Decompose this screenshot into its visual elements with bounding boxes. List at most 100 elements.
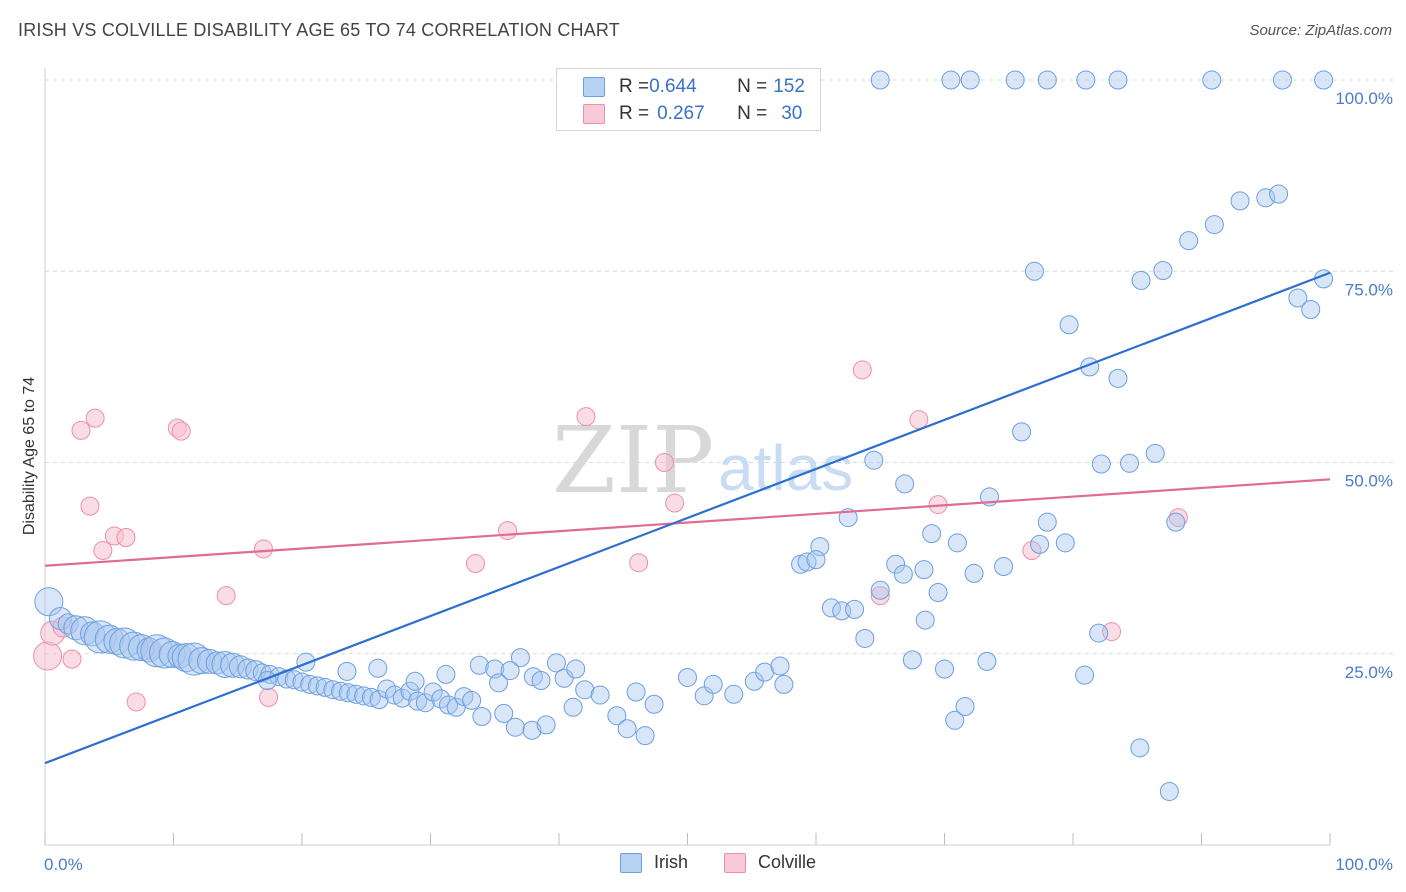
irish-point: [893, 564, 913, 584]
irish-point: [945, 710, 965, 730]
colville-point: [116, 527, 136, 547]
irish-point: [536, 715, 556, 735]
irish-point: [1153, 260, 1173, 280]
irish-point: [337, 661, 357, 681]
irish-point: [964, 563, 984, 583]
colville-point: [85, 408, 105, 428]
irish-point: [369, 690, 389, 710]
grid-lines: [45, 79, 1395, 655]
colville-point: [654, 453, 674, 472]
irish-point: [292, 672, 312, 692]
legend-r-value: 0.267: [657, 103, 705, 124]
irish-point: [284, 670, 304, 690]
watermark-atlas: atlas: [718, 432, 853, 504]
irish-point: [354, 686, 374, 706]
irish-point: [1037, 70, 1057, 90]
irish-point: [703, 674, 723, 694]
colville-point: [465, 553, 485, 573]
irish-point: [1179, 231, 1199, 251]
irish-point: [522, 720, 542, 740]
colville-point: [576, 407, 596, 427]
irish-point: [1314, 70, 1334, 90]
colville-legend-label: Colville: [758, 852, 817, 872]
irish-point: [935, 659, 954, 679]
irish-point: [385, 685, 405, 705]
irish-point: [1012, 422, 1032, 442]
irish-point: [392, 688, 412, 708]
irish-point: [994, 557, 1014, 577]
irish-point: [1120, 453, 1140, 473]
irish-point: [177, 642, 211, 676]
legend-row-colville: R = 0.267 N = 30: [557, 101, 802, 127]
irish-point: [563, 697, 583, 717]
irish-point: [821, 598, 841, 618]
irish-point: [57, 613, 79, 635]
irish-point: [361, 687, 381, 707]
irish-point: [922, 524, 942, 544]
irish-point: [941, 70, 961, 90]
irish-point: [1288, 288, 1308, 308]
colville-point: [93, 540, 113, 560]
irish-point: [400, 681, 420, 701]
legend-r-value: 0.644: [649, 76, 697, 97]
trend-lines: [44, 271, 1331, 765]
irish-point: [724, 684, 744, 704]
irish-point: [1059, 315, 1079, 335]
irish-point: [315, 677, 335, 697]
irish-point: [554, 668, 574, 688]
x-tick-label: 0.0%: [44, 855, 83, 874]
irish-point: [494, 703, 514, 723]
colville-point: [80, 496, 100, 516]
irish-point: [770, 656, 790, 676]
irish-point: [902, 650, 922, 670]
irish-point: [211, 650, 239, 678]
irish-point: [855, 628, 875, 648]
irish-point: [462, 690, 482, 710]
axes: [44, 68, 1331, 846]
irish-point: [438, 695, 458, 715]
legend-r-label: R =: [619, 103, 650, 124]
series-legend: Irish Colville: [620, 852, 816, 873]
y-tick-label: 100.0%: [1335, 89, 1393, 108]
y-axis-label: Disability Age 65 to 74: [21, 377, 38, 535]
legend-n-value: 152: [773, 76, 805, 97]
colville-point: [33, 641, 63, 671]
y-tick-label: 75.0%: [1345, 280, 1393, 299]
irish-point: [436, 664, 456, 684]
irish-point: [928, 583, 948, 603]
irish-point: [63, 615, 89, 641]
irish-point: [307, 676, 327, 696]
irish-point: [960, 70, 980, 90]
irish-point: [431, 689, 451, 709]
legend-n-value: 30: [781, 103, 803, 124]
irish-point: [346, 684, 366, 704]
irish-point: [1145, 443, 1165, 463]
irish-point: [806, 550, 826, 570]
irish-point: [423, 682, 443, 702]
irish-point: [472, 706, 492, 726]
irish-point: [575, 680, 595, 700]
irish-point: [1024, 261, 1044, 281]
colville-point: [1022, 540, 1042, 560]
irish-point: [188, 647, 216, 675]
irish-point: [368, 658, 388, 678]
watermark-zip: ZIP: [552, 407, 714, 514]
colville-legend-swatch: [724, 852, 747, 873]
colville-point: [126, 692, 146, 712]
colville-trend-line: [44, 478, 1331, 567]
irish-point: [300, 674, 320, 694]
colville-point: [216, 586, 236, 606]
irish-point: [94, 624, 124, 654]
irish-point: [590, 685, 610, 705]
irish-point: [377, 679, 397, 699]
irish-legend-label: Irish: [654, 852, 689, 872]
irish-point: [607, 706, 627, 726]
irish-point: [566, 659, 586, 679]
chart-title: IRISH VS COLVILLE DISABILITY AGE 65 TO 7…: [18, 20, 621, 40]
irish-trend-line: [44, 271, 1331, 765]
irish-point: [870, 70, 890, 90]
irish-point: [955, 697, 975, 717]
irish-point: [1108, 70, 1128, 90]
irish-point: [531, 671, 551, 691]
irish-point: [140, 634, 174, 668]
